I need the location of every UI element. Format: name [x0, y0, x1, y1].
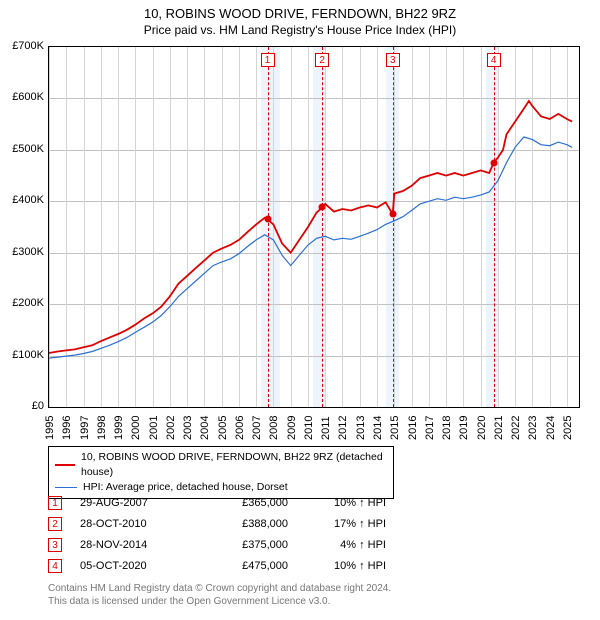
event-table: 1 29-AUG-2007 £365,000 10% ↑ HPI 2 28-OCT-201…: [48, 492, 578, 576]
series-marker-dot: [490, 159, 497, 166]
x-axis-label: 2019: [458, 416, 470, 440]
y-axis-label: £700K: [0, 40, 44, 52]
x-axis-label: 2024: [545, 416, 557, 440]
legend-swatch-2: [55, 487, 77, 488]
event-row-pct: 10% ↑ HPI: [306, 560, 386, 572]
x-axis-label: 1997: [79, 416, 91, 440]
footer-line2: This data is licensed under the Open Gov…: [48, 595, 391, 608]
event-row-id: 3: [48, 538, 62, 552]
event-row-id: 1: [48, 496, 62, 510]
event-row-id: 4: [48, 559, 62, 573]
x-axis-label: 1996: [61, 416, 73, 440]
event-row-date: 28-NOV-2014: [80, 539, 190, 551]
series-marker-dot: [264, 216, 271, 223]
x-axis-label: 2002: [165, 416, 177, 440]
event-row-price: £365,000: [208, 497, 288, 509]
x-axis-label: 2007: [251, 416, 263, 440]
y-axis-label: £300K: [0, 246, 44, 258]
event-row: 2 28-OCT-2010 £388,000 17% ↑ HPI: [48, 513, 578, 534]
event-row-price: £475,000: [208, 560, 288, 572]
event-row-price: £388,000: [208, 518, 288, 530]
event-row-pct: 10% ↑ HPI: [306, 497, 386, 509]
x-axis-label: 2009: [286, 416, 298, 440]
event-row: 1 29-AUG-2007 £365,000 10% ↑ HPI: [48, 492, 578, 513]
footer-attribution: Contains HM Land Registry data © Crown c…: [48, 582, 391, 608]
chart-plot-area: 1234: [48, 46, 580, 408]
figure-root: 10, ROBINS WOOD DRIVE, FERNDOWN, BH22 9R…: [0, 0, 600, 620]
event-row-price: £375,000: [208, 539, 288, 551]
y-axis-label: £600K: [0, 91, 44, 103]
y-axis-label: £200K: [0, 297, 44, 309]
legend-item: 10, ROBINS WOOD DRIVE, FERNDOWN, BH22 9R…: [55, 450, 387, 480]
x-axis-label: 2018: [441, 416, 453, 440]
event-row-date: 05-OCT-2020: [80, 560, 190, 572]
x-axis-label: 2023: [527, 416, 539, 440]
x-axis-label: 2010: [303, 416, 315, 440]
y-axis-label: £100K: [0, 349, 44, 361]
x-axis-label: 2025: [562, 416, 574, 440]
event-row-pct: 17% ↑ HPI: [306, 518, 386, 530]
y-axis-label: £500K: [0, 143, 44, 155]
x-axis-label: 2000: [130, 416, 142, 440]
footer-line1: Contains HM Land Registry data © Crown c…: [48, 582, 391, 595]
x-axis-label: 2006: [234, 416, 246, 440]
x-axis-label: 2020: [476, 416, 488, 440]
chart-lines: [49, 47, 579, 407]
legend-swatch-1: [55, 464, 75, 466]
x-axis-label: 2003: [182, 416, 194, 440]
y-axis-label: £400K: [0, 194, 44, 206]
title-subtitle: Price paid vs. HM Land Registry's House …: [0, 21, 600, 43]
event-row: 3 28-NOV-2014 £375,000 4% ↑ HPI: [48, 534, 578, 555]
x-axis-label: 2013: [355, 416, 367, 440]
title-address: 10, ROBINS WOOD DRIVE, FERNDOWN, BH22 9R…: [0, 0, 600, 21]
x-axis-label: 2021: [493, 416, 505, 440]
series-marker-dot: [319, 204, 326, 211]
event-row-id: 2: [48, 517, 62, 531]
x-axis-label: 1998: [96, 416, 108, 440]
event-row-date: 28-OCT-2010: [80, 518, 190, 530]
event-row: 4 05-OCT-2020 £475,000 10% ↑ HPI: [48, 555, 578, 576]
x-axis-label: 1995: [44, 416, 56, 440]
x-axis-label: 2016: [407, 416, 419, 440]
x-axis-label: 2022: [510, 416, 522, 440]
event-row-date: 29-AUG-2007: [80, 497, 190, 509]
x-axis-label: 2008: [268, 416, 280, 440]
x-axis-label: 1999: [113, 416, 125, 440]
y-axis-label: £0: [0, 400, 44, 412]
series-line: [49, 137, 572, 358]
x-axis-label: 2005: [217, 416, 229, 440]
x-axis-label: 2001: [148, 416, 160, 440]
legend-label-1: 10, ROBINS WOOD DRIVE, FERNDOWN, BH22 9R…: [81, 450, 387, 480]
x-axis-label: 2017: [424, 416, 436, 440]
x-axis-label: 2004: [199, 416, 211, 440]
x-axis-label: 2012: [337, 416, 349, 440]
event-row-pct: 4% ↑ HPI: [306, 539, 386, 551]
x-axis-label: 2015: [389, 416, 401, 440]
series-marker-dot: [389, 211, 396, 218]
x-axis-label: 2014: [372, 416, 384, 440]
series-line: [49, 101, 572, 353]
x-axis-label: 2011: [320, 416, 332, 440]
